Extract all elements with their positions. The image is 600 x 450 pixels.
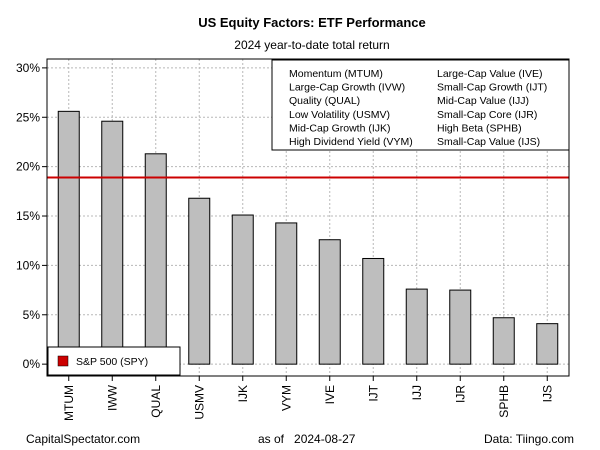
x-tick-label: SPHB bbox=[497, 385, 511, 418]
x-tick-label: IJJ bbox=[410, 385, 424, 400]
x-tick-label: IJS bbox=[540, 385, 554, 402]
bar-IJR bbox=[449, 289, 472, 365]
y-tick-label: 20% bbox=[16, 160, 40, 174]
bar-MTUM bbox=[57, 110, 80, 365]
bar-USMV bbox=[188, 197, 211, 365]
legend-entry: Quality (QUAL) bbox=[289, 95, 360, 107]
bar-IJK bbox=[231, 214, 254, 365]
legend-entry: Small-Cap Growth (IJT) bbox=[437, 82, 547, 94]
x-tick-label: IVE bbox=[323, 385, 337, 404]
y-axis: 0% 5% 10% 15% 20% 25% 30% bbox=[16, 61, 47, 371]
x-tick-label: IJR bbox=[453, 385, 467, 403]
bar-IJJ bbox=[405, 288, 428, 365]
bar-IWW bbox=[101, 120, 124, 365]
bar-QUAL bbox=[144, 153, 167, 365]
x-tick-label: IJT bbox=[366, 384, 380, 401]
x-tick-label: IWW bbox=[105, 384, 119, 411]
y-tick-label: 25% bbox=[16, 110, 40, 124]
y-tick-label: 0% bbox=[23, 357, 41, 371]
as-of-date: 2024-08-27 bbox=[294, 432, 356, 446]
y-tick-label: 30% bbox=[16, 61, 40, 75]
as-of-label: as of bbox=[258, 432, 285, 446]
y-tick-label: 10% bbox=[16, 258, 40, 272]
sp500-legend-swatch bbox=[57, 355, 69, 367]
sp500-legend-label: S&P 500 (SPY) bbox=[76, 356, 148, 368]
bars bbox=[57, 110, 559, 365]
legend-entry: Large-Cap Growth (IVW) bbox=[289, 82, 405, 94]
plot-frame bbox=[46, 58, 570, 377]
footer-as-of: as of 2024-08-27 bbox=[258, 432, 355, 446]
footer-data-credit: Data: Tiingo.com bbox=[483, 432, 574, 446]
y-tick-label: 15% bbox=[16, 209, 40, 223]
bar-IJT bbox=[362, 257, 385, 365]
bar-SPHB bbox=[492, 317, 515, 365]
bar-IVE bbox=[318, 239, 341, 365]
legend-entry: High Beta (SPHB) bbox=[437, 122, 522, 134]
legend-entry: Large-Cap Value (IVE) bbox=[437, 68, 542, 80]
x-tick-label: IJK bbox=[236, 385, 250, 402]
legend-entry: Mid-Cap Growth (IJK) bbox=[289, 122, 391, 134]
chart-title: US Equity Factors: ETF Performance bbox=[198, 15, 426, 30]
sp500-legend-frame bbox=[47, 346, 181, 376]
legend-entry: Low Volatility (USMV) bbox=[289, 109, 390, 121]
legend-entry: Momentum (MTUM) bbox=[289, 68, 383, 80]
x-tick-label: USMV bbox=[192, 385, 206, 420]
x-tick-label: MTUM bbox=[62, 385, 76, 421]
x-tick-label: VYM bbox=[279, 385, 293, 411]
factor-legend: Momentum (MTUM) Large-Cap Value (IVE) Larg… bbox=[271, 59, 570, 151]
x-tick-label: QUAL bbox=[149, 385, 163, 418]
y-tick-label: 5% bbox=[23, 308, 41, 322]
legend-entry: High Dividend Yield (VYM) bbox=[289, 136, 413, 148]
footer-source: CapitalSpectator.com bbox=[26, 432, 141, 446]
legend-entry: Small-Cap Core (IJR) bbox=[437, 109, 537, 121]
legend-entry: Mid-Cap Value (IJJ) bbox=[437, 95, 529, 107]
legend-entry: Small-Cap Value (IJS) bbox=[437, 136, 540, 148]
chart-subtitle: 2024 year-to-date total return bbox=[234, 38, 389, 52]
bar-VYM bbox=[275, 222, 298, 365]
sp500-legend: S&P 500 (SPY) bbox=[47, 346, 181, 376]
legend-frame bbox=[271, 59, 570, 151]
x-axis: MTUM IWW QUAL USMV IJK VYM IVE IJT IJJ IJR SPHB IJS bbox=[62, 376, 554, 421]
bar-IJS bbox=[536, 323, 559, 365]
